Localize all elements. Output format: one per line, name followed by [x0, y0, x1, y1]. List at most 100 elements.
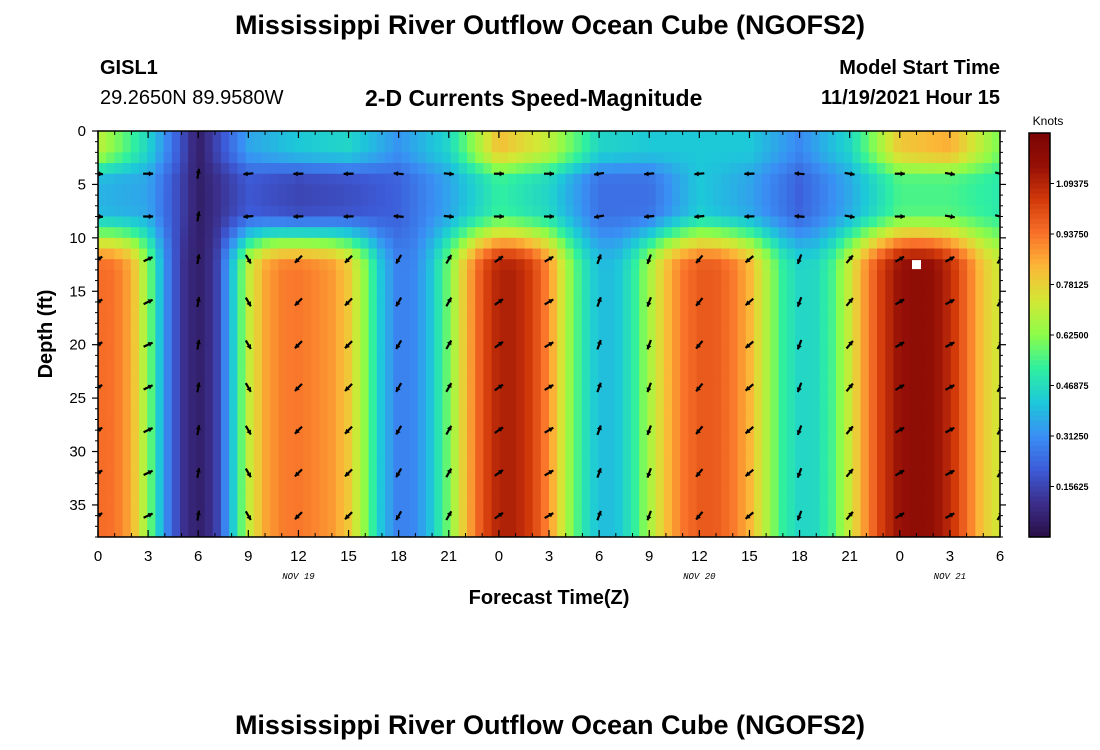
heatmap-cell [532, 280, 542, 292]
heatmap-cell [147, 237, 156, 250]
heatmap-cell [877, 526, 886, 537]
heatmap-cell [139, 462, 148, 474]
heatmap-cell [335, 269, 345, 282]
heatmap-cell [352, 248, 361, 260]
heatmap-cell [417, 344, 427, 356]
heatmap-cell [581, 462, 591, 474]
heatmap-cell [327, 504, 337, 517]
heatmap-cell [130, 269, 140, 282]
heatmap-cell [458, 237, 468, 250]
heatmap-cell [434, 483, 443, 495]
heatmap-cell [811, 472, 821, 485]
heatmap-cell [409, 526, 419, 537]
heatmap-cell [540, 131, 550, 143]
heatmap-cell [204, 526, 214, 537]
heatmap-cell [606, 387, 616, 399]
heatmap-cell [426, 184, 435, 196]
heatmap-cell [803, 152, 812, 164]
heatmap-cell [885, 269, 894, 282]
heatmap-cell [360, 472, 370, 485]
heatmap-cell [590, 301, 599, 314]
heatmap-cell [590, 355, 599, 367]
heatmap-cell [303, 291, 312, 303]
heatmap-cell [516, 526, 525, 537]
heatmap-cell [606, 462, 616, 474]
heatmap-cell [155, 227, 165, 239]
heatmap-cell [696, 205, 706, 218]
heatmap-cell [139, 334, 148, 346]
heatmap-cell [376, 269, 386, 282]
heatmap-cell [672, 408, 681, 421]
heatmap-cell [655, 205, 665, 218]
heatmap-cell [221, 195, 230, 207]
heatmap-cell [852, 472, 862, 485]
heatmap-cell [704, 280, 714, 292]
heatmap-cell [221, 152, 230, 164]
heatmap-cell [483, 152, 493, 164]
heatmap-cell [901, 387, 911, 399]
current-vector [695, 425, 704, 435]
heatmap-cell [508, 472, 517, 485]
heatmap-cell [467, 269, 476, 282]
heatmap-cell [696, 515, 706, 527]
heatmap-cell [491, 163, 501, 175]
heatmap-cell [98, 398, 107, 410]
heatmap-cell [221, 472, 230, 485]
heatmap-cell [786, 440, 796, 453]
heatmap-cell [704, 451, 714, 463]
heatmap-cell [672, 237, 681, 250]
heatmap-cell [622, 205, 632, 218]
heatmap-cell [442, 280, 452, 292]
heatmap-cell [409, 430, 419, 442]
heatmap-cell [622, 366, 632, 378]
heatmap-cell [475, 472, 484, 485]
heatmap-cell [819, 269, 829, 282]
heatmap-cell [959, 408, 968, 421]
heatmap-cell [967, 237, 976, 250]
heatmap-cell [253, 280, 263, 292]
heatmap-cell [327, 312, 337, 324]
heatmap-cell [803, 205, 812, 218]
heatmap-cell [180, 483, 189, 495]
heatmap-cell [622, 504, 632, 517]
heatmap-cell [98, 334, 107, 346]
heatmap-cell [368, 355, 378, 367]
heatmap-cell [934, 483, 944, 495]
heatmap-cell [188, 227, 197, 239]
vector-head [745, 471, 751, 477]
heatmap-cell [549, 408, 558, 421]
heatmap-cell [877, 195, 886, 207]
heatmap-cell [549, 152, 558, 164]
heatmap-cell [483, 451, 493, 463]
heatmap-cell [491, 526, 501, 537]
heatmap-cell [745, 526, 755, 537]
heatmap-cell [122, 184, 132, 196]
heatmap-cell [975, 301, 985, 314]
heatmap-cell [581, 408, 591, 421]
heatmap-cell [622, 227, 632, 239]
heatmap-cell [827, 344, 837, 356]
heatmap-cell [467, 483, 476, 495]
colorbar-segment [1029, 279, 1050, 286]
heatmap-cell [614, 355, 624, 367]
heatmap-cell [893, 216, 903, 228]
heatmap-cell [827, 398, 837, 410]
heatmap-cell [778, 131, 788, 143]
heatmap-cell [188, 248, 197, 260]
colorbar: 1.093750.937500.781250.625000.468750.312… [1028, 132, 1089, 538]
heatmap-cell [778, 472, 788, 485]
heatmap-cell [319, 419, 329, 431]
heatmap-cell [278, 163, 288, 175]
heatmap-cell [819, 398, 829, 410]
current-vector [944, 426, 955, 434]
heatmap-cell [688, 131, 698, 143]
heatmap-cell [918, 312, 927, 324]
heatmap-cell [401, 419, 411, 431]
heatmap-cell [606, 269, 616, 282]
heatmap-cell [344, 504, 353, 517]
heatmap-cell [229, 515, 238, 527]
heatmap-cell [647, 227, 657, 239]
heatmap-cell [729, 173, 739, 186]
heatmap-cell [614, 280, 624, 292]
heatmap-cell [967, 141, 976, 153]
